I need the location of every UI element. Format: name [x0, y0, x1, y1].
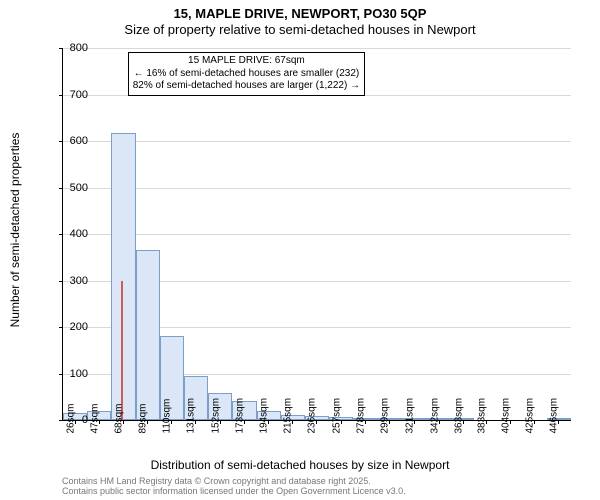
property-marker-line [121, 281, 123, 421]
gridline [63, 141, 571, 142]
title-block: 15, MAPLE DRIVE, NEWPORT, PO30 5QP Size … [0, 0, 600, 37]
gridline [63, 234, 571, 235]
attribution-footer: Contains HM Land Registry data © Crown c… [62, 476, 406, 497]
gridline [63, 188, 571, 189]
annotation-line: ← 16% of semi-detached houses are smalle… [133, 68, 360, 81]
annotation-line: 82% of semi-detached houses are larger (… [133, 80, 360, 93]
histogram-bar [136, 250, 160, 420]
ytick-label: 200 [58, 321, 88, 333]
ytick-label: 500 [58, 182, 88, 194]
gridline [63, 48, 571, 49]
y-axis-label: Number of semi-detached properties [8, 133, 22, 328]
ytick-label: 600 [58, 135, 88, 147]
chart-title: 15, MAPLE DRIVE, NEWPORT, PO30 5QP [0, 6, 600, 21]
footer-line-2: Contains public sector information licen… [62, 486, 406, 496]
ytick-label: 300 [58, 275, 88, 287]
chart-subtitle: Size of property relative to semi-detach… [0, 22, 600, 37]
ytick-label: 800 [58, 42, 88, 54]
annotation-line: 15 MAPLE DRIVE: 67sqm [133, 55, 360, 68]
histogram-bar [111, 133, 135, 420]
footer-line-1: Contains HM Land Registry data © Crown c… [62, 476, 406, 486]
x-axis-label: Distribution of semi-detached houses by … [0, 458, 600, 472]
ytick-label: 700 [58, 89, 88, 101]
ytick-label: 100 [58, 368, 88, 380]
ytick-label: 400 [58, 228, 88, 240]
annotation-box: 15 MAPLE DRIVE: 67sqm← 16% of semi-detac… [128, 52, 365, 96]
chart-plot-area: 15 MAPLE DRIVE: 67sqm← 16% of semi-detac… [62, 48, 571, 421]
